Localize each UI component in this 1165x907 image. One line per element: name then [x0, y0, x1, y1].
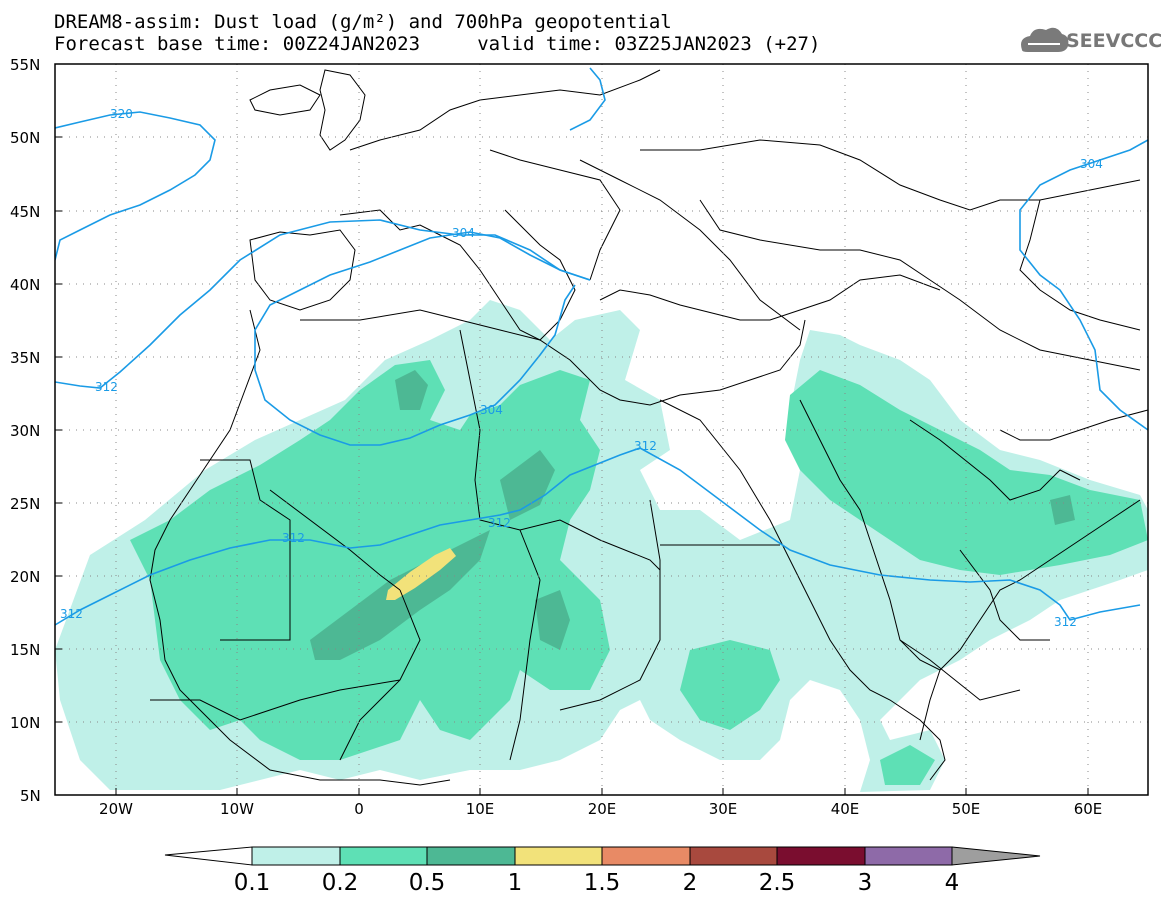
dust-shading-peak	[386, 548, 456, 600]
contour-label-312-atlantic: 312	[60, 607, 83, 621]
lat-label-25n: 25N	[10, 495, 41, 513]
colorbar-label: 0.2	[321, 870, 359, 896]
cloud-logo-icon	[1021, 27, 1069, 52]
colorbar-label: 4	[944, 870, 960, 896]
colorbar-max-arrow	[951, 846, 1041, 866]
lat-label-50n: 50N	[10, 129, 41, 147]
contour-label-304-caspian: 304	[1080, 157, 1103, 171]
lat-label-20n: 20N	[10, 568, 41, 586]
colorbar-label: 0.5	[408, 870, 446, 896]
coastlines	[149, 69, 1148, 786]
contour-label-312-chad: 312	[488, 516, 511, 530]
lat-label-30n: 30N	[10, 422, 41, 440]
lat-label-35n: 35N	[10, 349, 41, 367]
colorbar-bin-8	[864, 846, 953, 866]
contour-label-304-italy: 304	[452, 226, 475, 240]
lat-label-15n: 15N	[10, 641, 41, 659]
title-line-1: DREAM8-assim: Dust load (g/m²) and 700hP…	[54, 11, 672, 33]
colorbar-bin-7	[776, 846, 866, 866]
lon-label-0: 0	[354, 800, 364, 818]
lat-label-40n: 40N	[10, 276, 41, 294]
geopotential-contours	[55, 67, 1148, 626]
lat-label-5n: 5N	[20, 787, 41, 805]
colorbar-bin-6	[689, 846, 778, 866]
colorbar	[164, 846, 1041, 866]
lat-label-55n: 55N	[10, 56, 41, 74]
lat-label-45n: 45N	[10, 203, 41, 221]
contour-label-320: 320	[110, 107, 133, 121]
colorbar-label: 2	[682, 870, 698, 896]
colorbar-bin-4	[514, 846, 603, 866]
contour-label-312-sahara: 312	[282, 531, 305, 545]
colorbar-label: 3	[857, 870, 873, 896]
lon-label-50e: 50E	[951, 800, 981, 818]
lon-label-10w: 10W	[220, 800, 254, 818]
contour-label-312-oman: 312	[1054, 615, 1077, 629]
lat-label-10n: 10N	[10, 714, 41, 732]
colorbar-bin-5	[601, 846, 691, 866]
colorbar-label: 1	[507, 870, 523, 896]
gridlines	[55, 64, 1148, 795]
logo-text: SEEVCCC	[1066, 30, 1163, 52]
colorbar-bin-1	[251, 846, 341, 866]
contour-labels: 320 312 304 312 304 312 312 304 312 312	[60, 107, 1103, 629]
lon-label-60e: 60E	[1073, 800, 1103, 818]
contour-label-304-libya: 304	[480, 403, 503, 417]
tick-marks	[55, 63, 1089, 796]
lon-label-30e: 30E	[708, 800, 738, 818]
lon-label-20e: 20E	[587, 800, 617, 818]
lon-label-20w: 20W	[99, 800, 133, 818]
contour-label-312-west: 312	[95, 380, 118, 394]
title-line-2: Forecast base time: 00Z24JAN2023 valid t…	[54, 33, 821, 55]
colorbar-label: 0.1	[233, 870, 271, 896]
colorbar-label: 2.5	[758, 870, 796, 896]
lon-label-10e: 10E	[465, 800, 495, 818]
lon-label-40e: 40E	[830, 800, 860, 818]
colorbar-bin-2	[339, 846, 428, 866]
colorbar-bin-3	[426, 846, 516, 866]
contour-label-312-egypt: 312	[634, 439, 657, 453]
colorbar-min-arrow	[164, 846, 253, 866]
colorbar-label: 1.5	[583, 870, 621, 896]
